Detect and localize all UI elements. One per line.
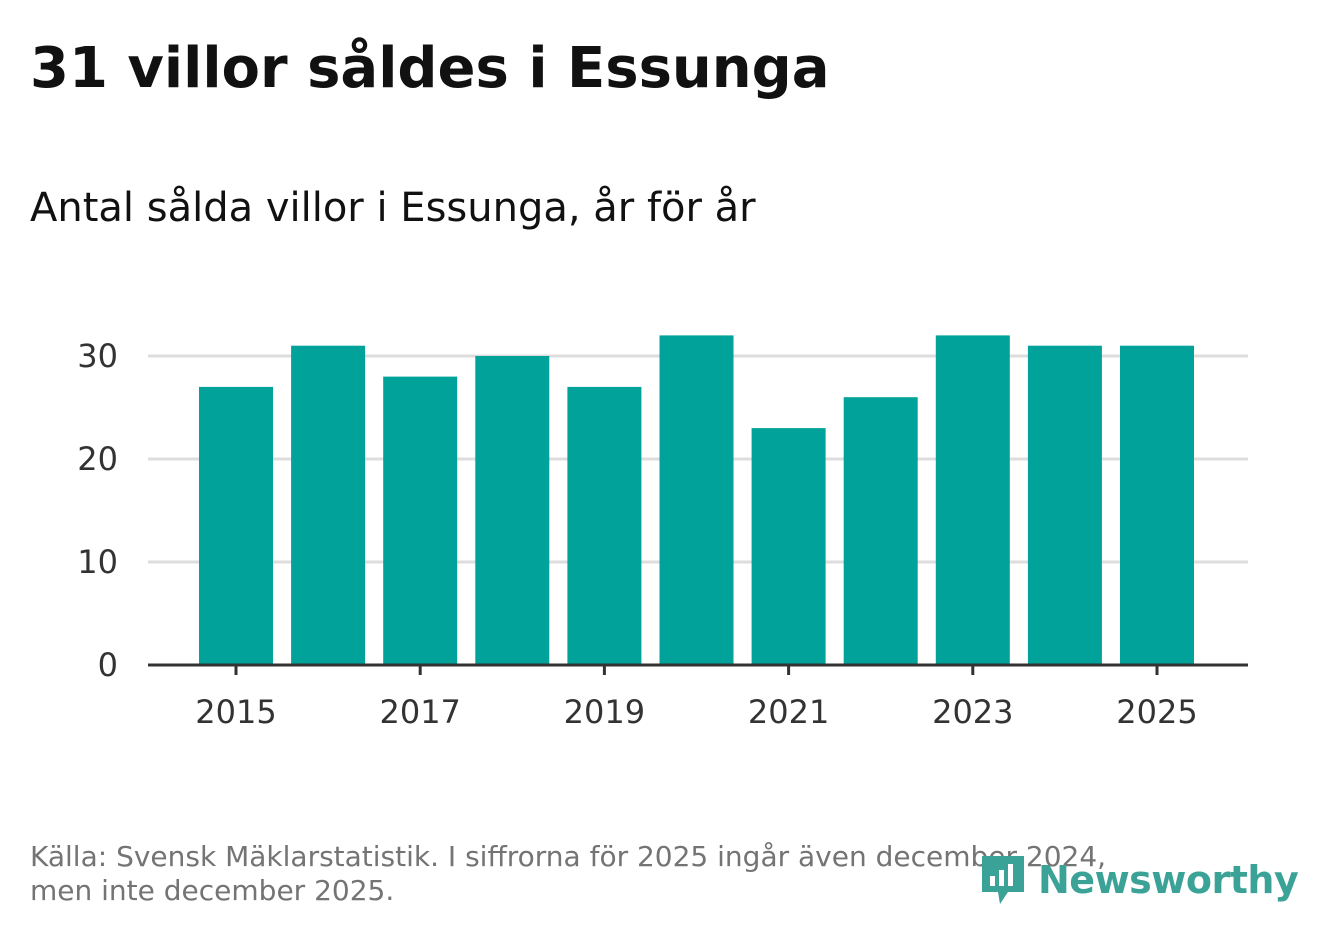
bar-2017 [383,376,458,665]
bar-2018 [475,356,550,665]
bar-2024 [1027,345,1102,665]
newsworthy-logo-icon [982,856,1024,904]
y-tick-label-0: 0 [98,646,118,684]
bar-2016 [291,345,366,665]
x-tick-label-2019: 2019 [564,693,645,731]
y-tick-label-30: 30 [77,337,118,375]
y-tick-label-10: 10 [77,543,118,581]
chart-title: 31 villor såldes i Essunga [30,36,830,101]
x-tick-label-2023: 2023 [932,693,1013,731]
bar-2023 [935,335,1010,665]
y-tick-label-20: 20 [77,440,118,478]
bar-chart: 0 10 20 30 2015 2017 2019 2021 2023 2025 [77,335,1248,731]
newsworthy-logo: Newsworthy [978,852,1299,908]
bar-2021 [751,428,826,665]
source-note: Källa: Svensk Mäklarstatistik. I siffror… [30,840,1106,907]
bar-2019 [567,386,642,665]
source-line-1: Källa: Svensk Mäklarstatistik. I siffror… [30,840,1107,873]
bar-2022 [843,397,918,665]
chart-subtitle: Antal sålda villor i Essunga, år för år [30,185,756,231]
bars [199,335,1194,665]
source-line-2: men inte december 2025. [30,873,395,907]
x-tick-label-2025: 2025 [1116,693,1197,731]
x-tick-label-2017: 2017 [379,693,460,731]
bar-2025 [1120,345,1194,665]
logo-text: Newsworthy [1038,858,1299,902]
bar-2015 [199,386,273,665]
x-tick-label-2021: 2021 [748,693,829,731]
x-tick-label-2015: 2015 [195,693,276,731]
axes: 0 10 20 30 2015 2017 2019 2021 2023 2025 [77,337,1248,731]
bar-2020 [659,335,734,665]
